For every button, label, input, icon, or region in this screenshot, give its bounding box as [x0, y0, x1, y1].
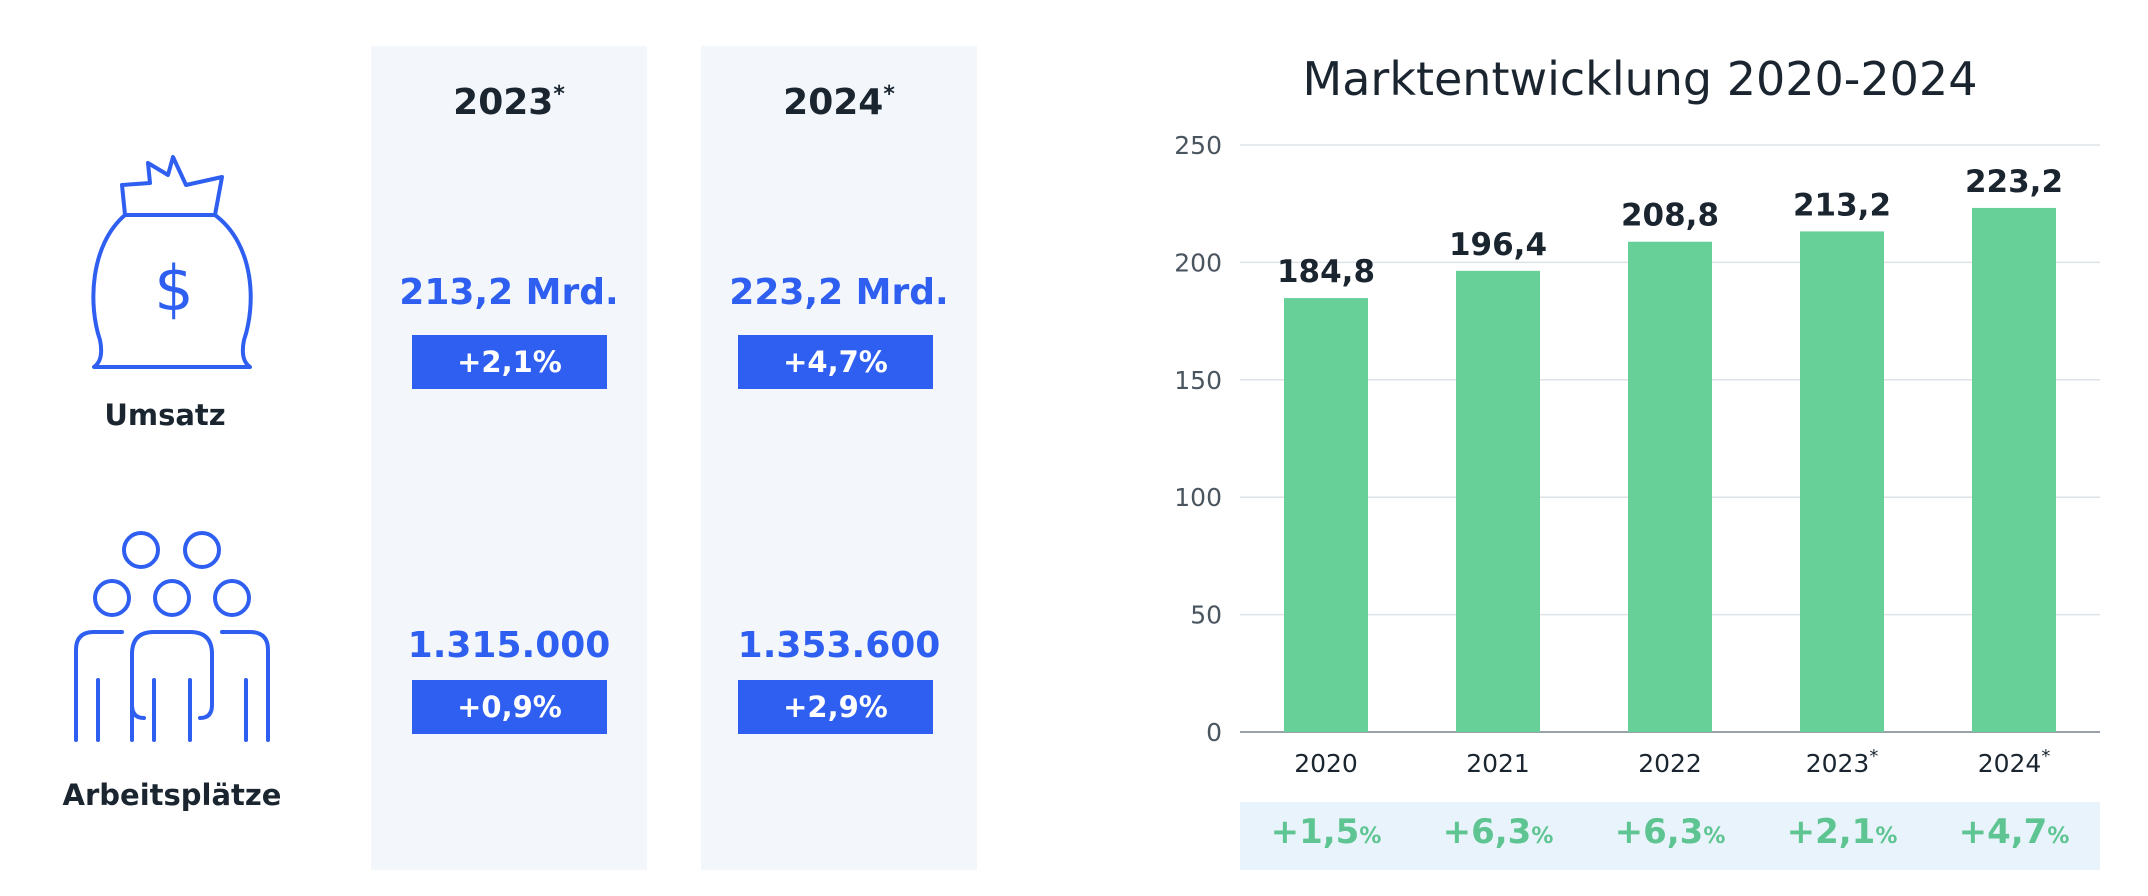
bar — [1628, 241, 1712, 732]
y-tick-label: 250 — [1174, 131, 1222, 160]
year-header-2024: 2024* — [701, 82, 977, 123]
jobs-label: Arbeitsplätze — [62, 778, 282, 812]
bar — [1800, 231, 1884, 732]
bar — [1284, 298, 1368, 732]
umsatz-change-badge-2024: +4,7% — [738, 335, 933, 389]
people-group-icon — [74, 531, 270, 742]
growth-rate-unit: % — [2047, 824, 2070, 849]
growth-rate-unit: % — [1703, 824, 1726, 849]
growth-rate-value: +1,5 — [1270, 812, 1360, 852]
bar-value-label: 208,8 — [1621, 198, 1719, 234]
growth-rate: +1,5% — [1240, 812, 1412, 852]
bar-value-label: 223,2 — [1965, 164, 2063, 200]
bar-value-label: 184,8 — [1277, 254, 1375, 290]
y-tick-label: 100 — [1174, 483, 1222, 512]
bar — [1456, 270, 1540, 732]
y-tick-label: 50 — [1190, 601, 1222, 630]
growth-rate: +6,3% — [1584, 812, 1756, 852]
y-tick-label: 200 — [1174, 248, 1222, 277]
growth-rate-unit: % — [1359, 824, 1382, 849]
year-header-2024-text: 2024 — [783, 82, 884, 123]
growth-rate-value: +2,1 — [1786, 812, 1876, 852]
umsatz-value-2023: 213,2 Mrd. — [399, 272, 619, 313]
svg-text:$: $ — [154, 252, 193, 325]
umsatz-value-2024: 223,2 Mrd. — [729, 272, 949, 313]
jobs-change-badge-2024: +2,9% — [738, 680, 933, 734]
x-tick-label: 2021 — [1466, 749, 1530, 778]
x-tick-label: 2023* — [1806, 746, 1879, 778]
jobs-value-2023: 1.315.000 — [407, 625, 611, 666]
growth-strip — [1240, 802, 2100, 870]
bar-value-label: 196,4 — [1449, 227, 1547, 263]
jobs-value-2024: 1.353.600 — [737, 625, 941, 666]
growth-rate-value: +4,7 — [1958, 812, 2048, 852]
year-header-2024-mark: * — [883, 82, 895, 107]
column-panel-2023 — [371, 46, 647, 870]
money-bag-icon: $ — [91, 155, 253, 369]
growth-rate-value: +6,3 — [1442, 812, 1532, 852]
x-tick-label: 2020 — [1294, 749, 1358, 778]
x-tick-mark: * — [1869, 746, 1878, 767]
x-tick-mark: * — [2041, 746, 2050, 767]
column-panel-2024 — [701, 46, 977, 870]
jobs-change-badge-2023: +0,9% — [412, 680, 607, 734]
umsatz-change-badge-2023: +2,1% — [412, 335, 607, 389]
growth-rate-unit: % — [1875, 824, 1898, 849]
y-tick-label: 150 — [1174, 366, 1222, 395]
growth-rate: +6,3% — [1412, 812, 1584, 852]
year-header-2023-text: 2023 — [453, 82, 554, 123]
bar-value-label: 213,2 — [1793, 187, 1891, 223]
chart-title: Marktentwicklung 2020-2024 — [1302, 52, 1978, 106]
bar — [1972, 207, 2056, 732]
bar-chart: 0 50 100 150 200 250 184,8 2020 196,4 2021 208,8 20… — [1174, 131, 2100, 778]
x-tick-label: 2022 — [1638, 749, 1702, 778]
growth-rate-unit: % — [1531, 824, 1554, 849]
growth-rate-value: +6,3 — [1614, 812, 1704, 852]
x-tick-label: 2024* — [1978, 746, 2051, 778]
y-tick-label: 0 — [1206, 718, 1222, 747]
year-header-2023: 2023* — [371, 82, 647, 123]
growth-rate: +2,1% — [1756, 812, 1928, 852]
umsatz-label: Umsatz — [104, 398, 226, 432]
growth-rate: +4,7% — [1928, 812, 2100, 852]
year-header-2023-mark: * — [553, 82, 565, 107]
